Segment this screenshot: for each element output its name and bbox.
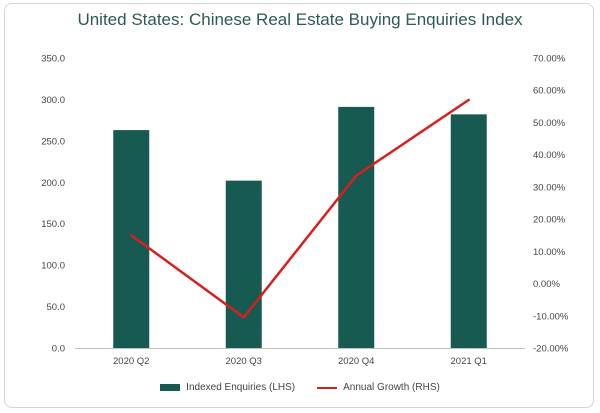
- left-tick-label: 50.0: [47, 302, 66, 313]
- left-tick-label: 250.0: [41, 136, 65, 147]
- left-tick-label: 0.0: [52, 344, 65, 355]
- legend-item-line: Annual Growth (RHS): [317, 382, 440, 393]
- right-tick-label: 50.00%: [533, 118, 566, 129]
- left-y-axis: 0.0 50.0 100.0 150.0 200.0 250.0 300.0 350.0: [41, 54, 65, 355]
- x-tick-label: 2020 Q2: [113, 356, 149, 367]
- right-tick-label: 30.00%: [533, 182, 566, 193]
- right-tick-label: 10.00%: [533, 247, 566, 258]
- bar-3: [450, 114, 487, 348]
- left-tick-label: 300.0: [41, 95, 65, 106]
- left-tick-label: 100.0: [41, 261, 65, 272]
- left-tick-label: 200.0: [41, 178, 65, 189]
- chart-frame: [4, 3, 594, 408]
- right-y-axis: -20.00% -10.00% 0.00% 10.00% 20.00% 30.00% 40.…: [533, 54, 569, 355]
- x-tick-label: 2020 Q3: [226, 356, 262, 367]
- bar-0: [113, 130, 150, 348]
- right-tick-label: 60.00%: [533, 86, 566, 97]
- left-tick-label: 150.0: [41, 219, 65, 230]
- x-axis: 2020 Q2 2020 Q3 2020 Q4 2021 Q1: [75, 348, 525, 367]
- right-tick-label: 0.00%: [533, 279, 560, 290]
- legend-swatch-bars: [160, 384, 181, 391]
- growth-line: [130, 98, 470, 319]
- bar-1: [225, 180, 262, 348]
- legend: Indexed Enquiries (LHS) Annual Growth (R…: [0, 382, 600, 393]
- chart-title: United States: Chinese Real Estate Buyin…: [77, 10, 523, 29]
- right-tick-label: -10.00%: [533, 311, 569, 322]
- x-tick-label: 2020 Q4: [338, 356, 374, 367]
- right-tick-label: -20.00%: [533, 344, 569, 355]
- legend-swatch-line: [317, 386, 338, 389]
- line-group: [130, 98, 470, 319]
- right-tick-label: 40.00%: [533, 150, 566, 161]
- x-tick-label: 2021 Q1: [451, 356, 487, 367]
- legend-item-bars: Indexed Enquiries (LHS): [160, 382, 295, 393]
- legend-label-line: Annual Growth (RHS): [343, 382, 440, 393]
- legend-label-bars: Indexed Enquiries (LHS): [186, 382, 296, 393]
- right-tick-label: 70.00%: [533, 54, 566, 65]
- bar-2: [338, 106, 375, 348]
- right-tick-label: 20.00%: [533, 215, 566, 226]
- left-tick-label: 350.0: [41, 54, 65, 65]
- bars-group: [113, 106, 487, 348]
